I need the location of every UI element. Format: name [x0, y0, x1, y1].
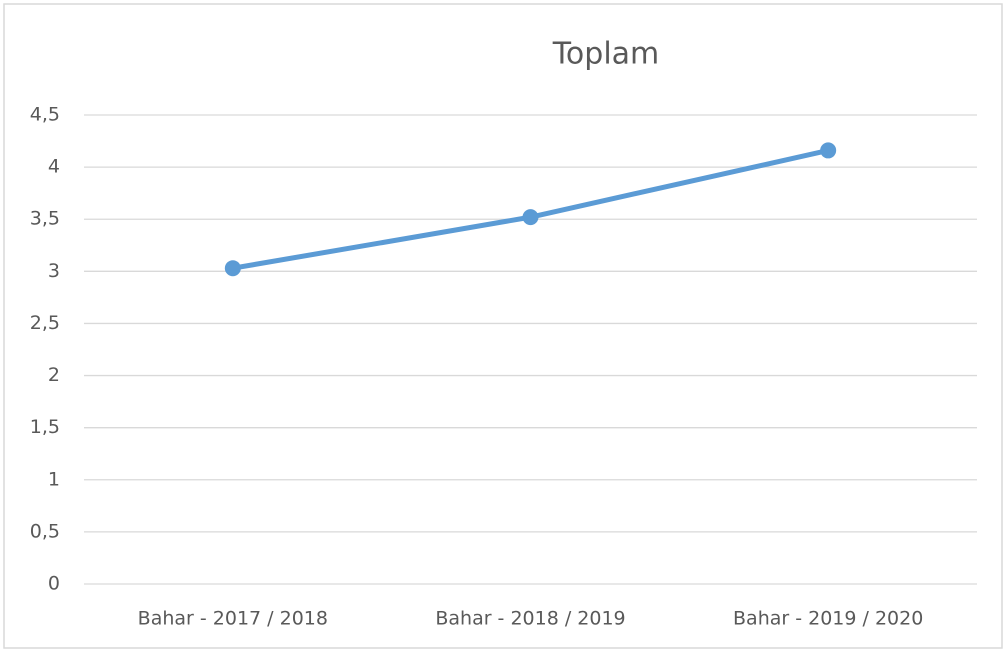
marker	[522, 209, 539, 226]
y-tick-label: 0	[48, 573, 60, 595]
y-tick-label: 4	[48, 156, 60, 178]
chart-border	[3, 3, 1003, 649]
y-tick-label: 3,5	[30, 208, 60, 230]
x-tick-label: Bahar - 2017 / 2018	[138, 608, 328, 630]
chart-title: Toplam	[552, 37, 660, 72]
x-tick-label: Bahar - 2018 / 2019	[435, 608, 625, 630]
y-tick-label: 1,5	[30, 416, 60, 438]
y-tick-label: 0,5	[30, 520, 60, 542]
marker	[224, 260, 241, 277]
x-tick-label: Bahar - 2019 / 2020	[733, 608, 923, 630]
y-tick-label: 2,5	[30, 312, 60, 334]
y-tick-label: 1	[48, 468, 60, 490]
y-tick-label: 2	[48, 364, 60, 386]
marker	[820, 142, 837, 159]
y-tick-label: 4,5	[30, 104, 60, 126]
y-tick-label: 3	[48, 260, 60, 282]
